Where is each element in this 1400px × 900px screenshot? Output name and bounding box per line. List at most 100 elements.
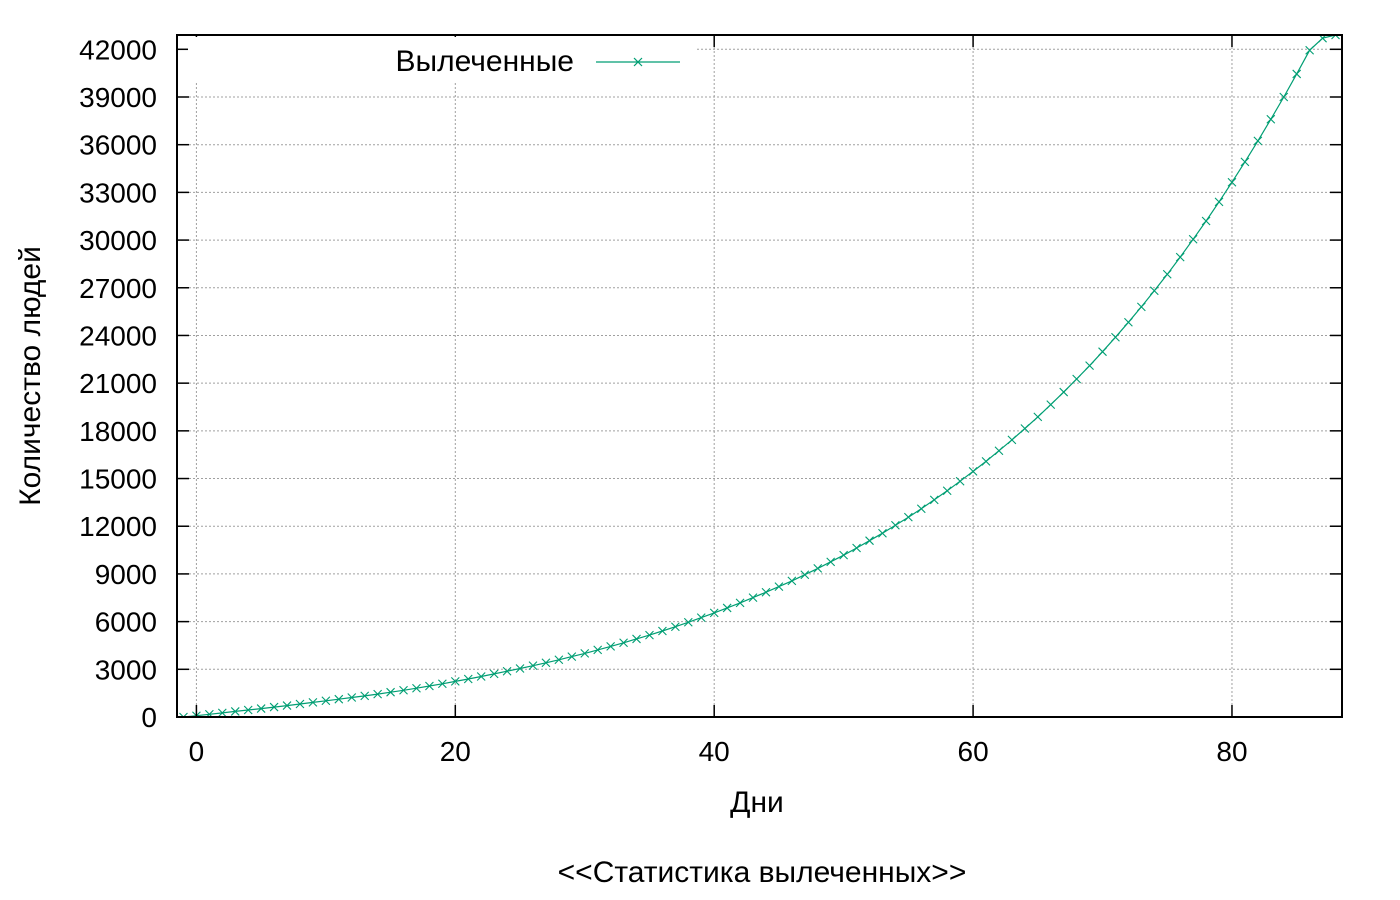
- axis-ticks: [177, 35, 1342, 718]
- data-point-marker: [1227, 177, 1237, 187]
- grid-lines: [177, 35, 1342, 717]
- data-point-marker: [334, 694, 344, 704]
- data-point-marker: [813, 563, 823, 573]
- data-point-marker: [360, 691, 370, 701]
- data-point-marker: [787, 576, 797, 586]
- data-point-marker: [606, 642, 616, 651]
- data-point-marker: [386, 687, 395, 697]
- y-tick-label: 33000: [79, 177, 157, 208]
- x-tick-label: 80: [1216, 736, 1247, 767]
- data-point-marker: [968, 466, 978, 476]
- data-point-marker: [1162, 269, 1172, 279]
- x-tick-label: 60: [958, 736, 989, 767]
- data-point-marker: [321, 696, 331, 706]
- data-point-marker: [567, 652, 577, 661]
- data-point-marker: [981, 456, 991, 466]
- chart-title: <<Статистика вылеченных>>: [558, 856, 967, 889]
- data-point-marker: [1046, 400, 1056, 410]
- data-point-marker: [878, 528, 887, 538]
- data-point-marker: [282, 701, 292, 710]
- x-tick-label: 0: [189, 736, 205, 767]
- data-point-marker: [916, 504, 926, 514]
- tick-labels: 0 3000 6000 9000 12000 15000 18000 21000 24000 27…: [79, 34, 1247, 767]
- data-point-marker: [515, 664, 525, 673]
- data-point-marker: [1098, 347, 1107, 357]
- data-point-marker: [1188, 234, 1198, 244]
- data-point-marker: [929, 495, 939, 505]
- y-tick-label: 12000: [79, 511, 157, 542]
- data-point-marker: [748, 593, 758, 602]
- y-tick-label: 15000: [79, 464, 157, 495]
- plot-frame: [176, 34, 1343, 718]
- y-axis-title: Количество людей: [14, 246, 47, 506]
- data-point-marker: [1059, 387, 1069, 397]
- data-point-marker: [774, 582, 784, 592]
- data-point-marker: [1279, 92, 1289, 102]
- data-point-marker: [826, 557, 836, 567]
- y-tick-label: 36000: [79, 130, 157, 161]
- y-tick-label: 30000: [79, 225, 157, 256]
- data-point-marker: [735, 598, 745, 608]
- data-point-marker: [1111, 332, 1120, 342]
- data-point-marker: [955, 476, 965, 486]
- y-tick-label: 39000: [79, 82, 157, 113]
- data-point-marker: [645, 630, 654, 640]
- data-point-marker: [722, 603, 732, 613]
- data-point-marker: [580, 649, 590, 658]
- data-point-marker: [502, 666, 512, 676]
- data-point-marker: [1201, 216, 1211, 226]
- data-point-marker: [1020, 424, 1030, 433]
- y-tick-label: 27000: [79, 273, 157, 304]
- data-point-marker: [1085, 361, 1094, 371]
- data-point-marker: [399, 685, 408, 695]
- data-point-marker: [476, 672, 486, 681]
- data-point-marker: [903, 512, 913, 522]
- data-point-marker: [658, 626, 667, 636]
- x-tick-label: 40: [699, 736, 730, 767]
- data-point-marker: [217, 708, 227, 717]
- y-tick-label: 21000: [79, 368, 157, 399]
- data-point-marker: [1136, 302, 1146, 312]
- data-point-marker: [437, 679, 447, 689]
- y-tick-label: 3000: [95, 654, 157, 685]
- data-point-marker: [619, 638, 628, 648]
- data-point-marker: [761, 587, 771, 597]
- data-point-marker: [450, 677, 460, 686]
- data-point-marker: [425, 681, 434, 691]
- y-tick-label: 18000: [79, 416, 157, 447]
- data-point-marker: [1007, 435, 1017, 445]
- data-point-marker: [179, 712, 188, 717]
- data-point-marker: [1292, 69, 1302, 79]
- data-point-marker: [1175, 252, 1185, 262]
- data-point-marker: [1331, 35, 1340, 40]
- data-point-marker: [696, 613, 706, 623]
- data-point-marker: [230, 707, 240, 716]
- data-point-marker: [865, 536, 874, 546]
- legend-label: Вылеченные: [396, 45, 574, 78]
- legend-background: [188, 37, 695, 82]
- data-point-marker: [994, 446, 1004, 456]
- data-point-marker: [269, 702, 279, 712]
- data-point-marker: [256, 704, 266, 713]
- y-tick-label: 9000: [95, 559, 157, 590]
- x-tick-label: 20: [440, 736, 471, 767]
- data-point-marker: [852, 543, 861, 553]
- legend-marker-sample: [633, 57, 643, 67]
- data-point-marker: [1266, 114, 1276, 124]
- data-point-marker: [373, 689, 383, 699]
- data-point-marker: [1033, 412, 1043, 422]
- data-point-marker: [347, 693, 357, 702]
- data-point-marker: [1072, 374, 1082, 384]
- data-point-marker: [1214, 197, 1224, 207]
- y-tick-label: 24000: [79, 320, 157, 351]
- data-point-marker: [891, 520, 900, 530]
- data-point-marker: [463, 674, 473, 684]
- data-point-marker: [1240, 157, 1250, 167]
- data-point-marker: [709, 608, 719, 618]
- y-tick-label: 42000: [79, 34, 157, 65]
- data-point-marker: [1305, 45, 1315, 55]
- data-point-marker: [554, 655, 564, 665]
- data-point-marker: [632, 634, 641, 644]
- y-tick-label: 6000: [95, 607, 157, 638]
